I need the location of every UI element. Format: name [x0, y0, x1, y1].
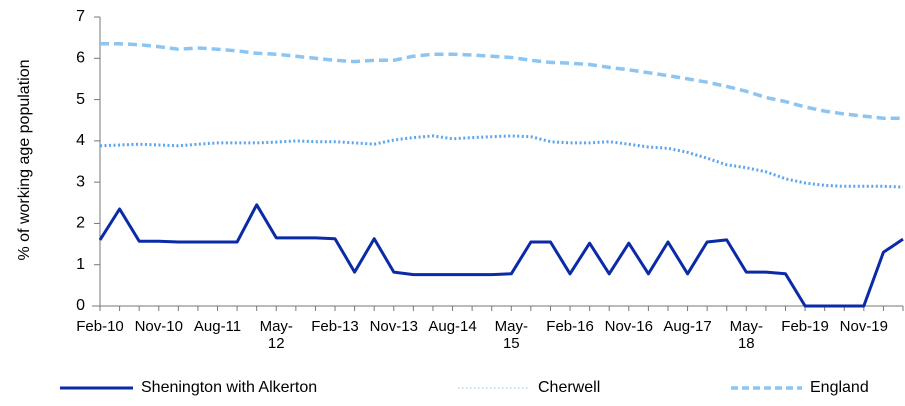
legend-label: Shenington with Alkerton	[141, 379, 317, 396]
legend-label: England	[810, 379, 869, 396]
legend: Shenington with Alkerton Cherwell England	[60, 379, 869, 396]
x-tick-label: Aug-11	[194, 318, 241, 335]
x-tick-label-line: Aug-14	[428, 318, 476, 335]
y-tick-label: 5	[76, 91, 85, 108]
y-axis-ticks: 0 1 2 3 4 5 6 7	[76, 8, 100, 314]
y-axis-label: % of working age population	[16, 59, 33, 260]
x-tick-label: Feb-16	[546, 318, 594, 335]
x-tick-label: Feb-19	[781, 318, 829, 335]
x-tick-label-line: 15	[503, 335, 520, 352]
x-tick-label-line: Nov-16	[605, 318, 653, 335]
x-tick-label-line: May-	[260, 318, 293, 335]
x-tick-label: Nov-19	[840, 318, 888, 335]
x-tick-label: Nov-16	[605, 318, 653, 335]
x-tick-label-line: 12	[268, 335, 285, 352]
y-axis-label-group: % of working age population	[16, 59, 33, 260]
x-tick-label: Nov-13	[370, 318, 418, 335]
x-tick-label: Aug-17	[663, 318, 711, 335]
y-tick-label: 4	[76, 132, 85, 149]
series-line-dotted	[99, 134, 904, 189]
legend-label: Cherwell	[538, 379, 600, 396]
x-tick-label: May-12	[260, 318, 293, 352]
y-tick-label: 2	[76, 215, 85, 232]
x-tick-label-line: Aug-11	[194, 318, 241, 335]
x-tick-label-line: Feb-16	[546, 318, 594, 335]
x-tick-label-line: May-	[730, 318, 763, 335]
x-tick-label: May-18	[730, 318, 763, 352]
x-tick-label: Feb-13	[311, 318, 359, 335]
axes	[92, 17, 903, 307]
x-tick-label-line: Aug-17	[663, 318, 711, 335]
y-tick-label: 6	[76, 50, 85, 67]
x-tick-label: May-15	[495, 318, 528, 352]
x-tick-label: Aug-14	[428, 318, 476, 335]
x-tick-label: Feb-10	[76, 318, 124, 335]
x-tick-label-line: Feb-10	[76, 318, 124, 335]
y-tick-label: 0	[76, 297, 85, 314]
x-tick-label-line: Feb-13	[311, 318, 359, 335]
x-tick-label: Nov-10	[135, 318, 183, 335]
x-tick-label-line: 18	[738, 335, 755, 352]
x-tick-label-line: Nov-13	[370, 318, 418, 335]
series-line-solid	[98, 203, 904, 308]
x-tick-label-line: Nov-19	[840, 318, 888, 335]
x-tick-label-line: Feb-19	[781, 318, 829, 335]
y-tick-label: 7	[76, 8, 85, 25]
x-tick-label-line: Nov-10	[135, 318, 183, 335]
y-tick-label: 1	[76, 256, 85, 273]
series-lines	[98, 42, 904, 308]
x-tick-label-line: May-	[495, 318, 528, 335]
series-line-dashed	[100, 42, 903, 120]
y-tick-label: 3	[76, 173, 85, 190]
